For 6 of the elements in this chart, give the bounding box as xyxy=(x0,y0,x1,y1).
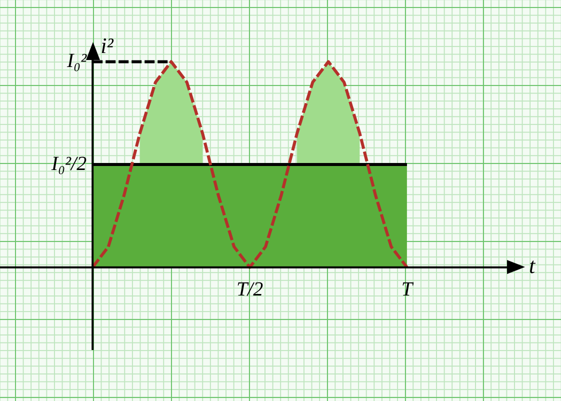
y-axis-title: i² xyxy=(100,32,114,58)
annotation: I₀² xyxy=(66,50,88,72)
x-tick-label: T/2 xyxy=(236,278,264,301)
annotation: I₀²/2 xyxy=(50,152,87,175)
x-axis-title: t xyxy=(529,253,536,278)
x-tick-label: T xyxy=(401,278,414,301)
